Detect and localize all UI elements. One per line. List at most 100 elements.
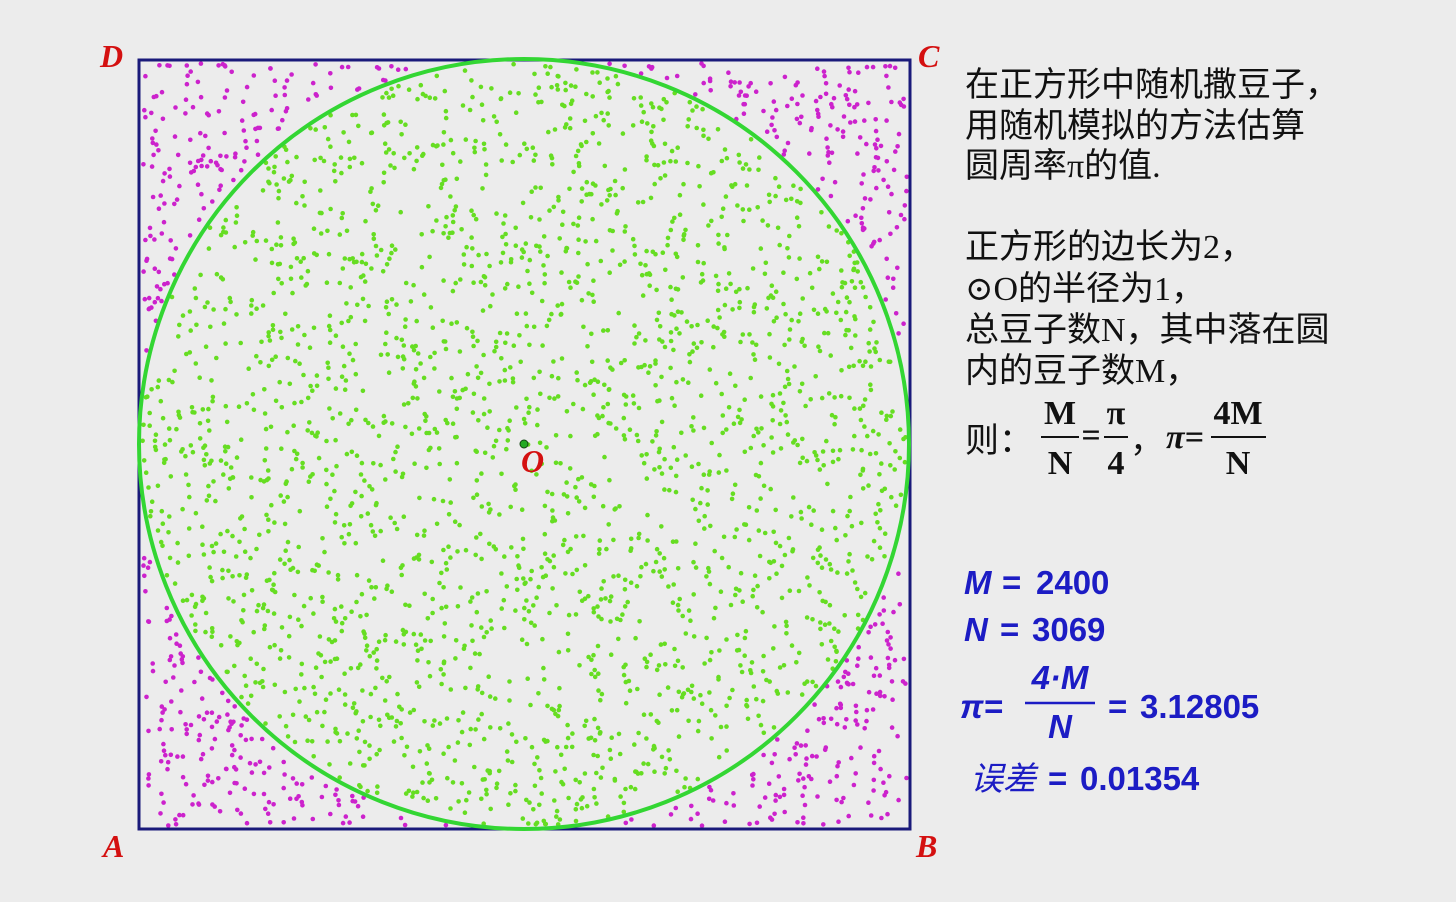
bean — [373, 585, 379, 590]
bean — [711, 615, 717, 621]
bean — [414, 789, 420, 795]
bean — [248, 693, 254, 699]
bean — [871, 538, 877, 544]
bean — [157, 726, 162, 732]
bean — [249, 311, 254, 316]
bean — [195, 182, 201, 187]
bean — [672, 646, 677, 652]
bean — [827, 561, 833, 567]
bean — [224, 88, 230, 93]
bean — [468, 599, 473, 604]
bean — [750, 593, 755, 599]
bean — [781, 301, 786, 307]
bean — [189, 405, 195, 410]
bean — [653, 361, 658, 366]
bean — [411, 166, 417, 172]
bean — [698, 393, 704, 399]
bean — [550, 162, 555, 167]
bean — [547, 395, 552, 401]
bean — [868, 655, 874, 660]
bean — [724, 427, 729, 432]
bean — [853, 703, 859, 709]
bean — [306, 479, 312, 485]
bean — [839, 231, 844, 236]
bean — [188, 722, 194, 728]
bean — [448, 687, 454, 692]
bean — [327, 406, 332, 411]
bean — [373, 243, 379, 249]
bean — [756, 167, 761, 173]
bean — [666, 584, 671, 589]
bean — [748, 445, 754, 451]
bean — [644, 476, 650, 481]
bean — [579, 143, 584, 149]
bean — [290, 776, 296, 781]
bean — [192, 604, 198, 610]
bean — [339, 604, 344, 609]
bean — [708, 170, 714, 176]
bean — [409, 431, 415, 437]
bean — [242, 549, 248, 554]
center-point — [519, 439, 529, 449]
bean — [216, 109, 222, 114]
bean — [743, 628, 749, 634]
bean — [766, 781, 772, 786]
bean — [544, 323, 550, 329]
bean — [311, 325, 317, 331]
bean — [753, 342, 759, 348]
bean — [469, 208, 474, 213]
bean — [220, 575, 225, 581]
bean — [443, 560, 449, 566]
bean — [524, 396, 529, 402]
bean — [567, 186, 572, 192]
bean — [193, 628, 198, 634]
bean — [159, 704, 165, 709]
bean — [649, 129, 654, 135]
bean — [332, 488, 337, 494]
bean — [158, 398, 164, 404]
bean — [862, 397, 868, 402]
bean — [335, 572, 341, 578]
bean — [760, 698, 766, 704]
bean — [691, 428, 696, 433]
bean — [162, 281, 167, 287]
bean — [600, 503, 606, 509]
bean — [797, 389, 803, 394]
bean — [662, 771, 667, 776]
bean — [707, 367, 713, 372]
bean — [403, 424, 408, 430]
bean — [148, 509, 154, 514]
bean — [213, 498, 218, 504]
bean — [263, 238, 269, 243]
bean — [356, 123, 361, 129]
bean — [502, 213, 508, 218]
bean — [297, 699, 302, 704]
bean — [853, 316, 858, 322]
bean — [410, 395, 416, 401]
bean — [775, 737, 780, 742]
bean — [342, 256, 348, 261]
bean — [198, 94, 204, 100]
bean — [389, 64, 394, 69]
bean — [362, 763, 367, 768]
bean — [386, 311, 392, 317]
bean — [568, 285, 573, 291]
bean — [859, 181, 864, 186]
bean — [659, 524, 664, 529]
bean — [456, 799, 461, 804]
bean — [206, 112, 211, 118]
bean — [668, 812, 674, 817]
bean — [381, 170, 387, 176]
bean — [399, 337, 405, 343]
bean — [251, 791, 257, 797]
bean — [156, 148, 161, 153]
bean — [819, 395, 825, 401]
bean — [468, 726, 474, 732]
bean — [592, 377, 597, 383]
bean — [292, 448, 297, 454]
bean — [484, 787, 489, 793]
bean — [406, 87, 412, 92]
bean — [263, 446, 269, 451]
bean — [794, 660, 799, 665]
bean — [150, 661, 155, 666]
